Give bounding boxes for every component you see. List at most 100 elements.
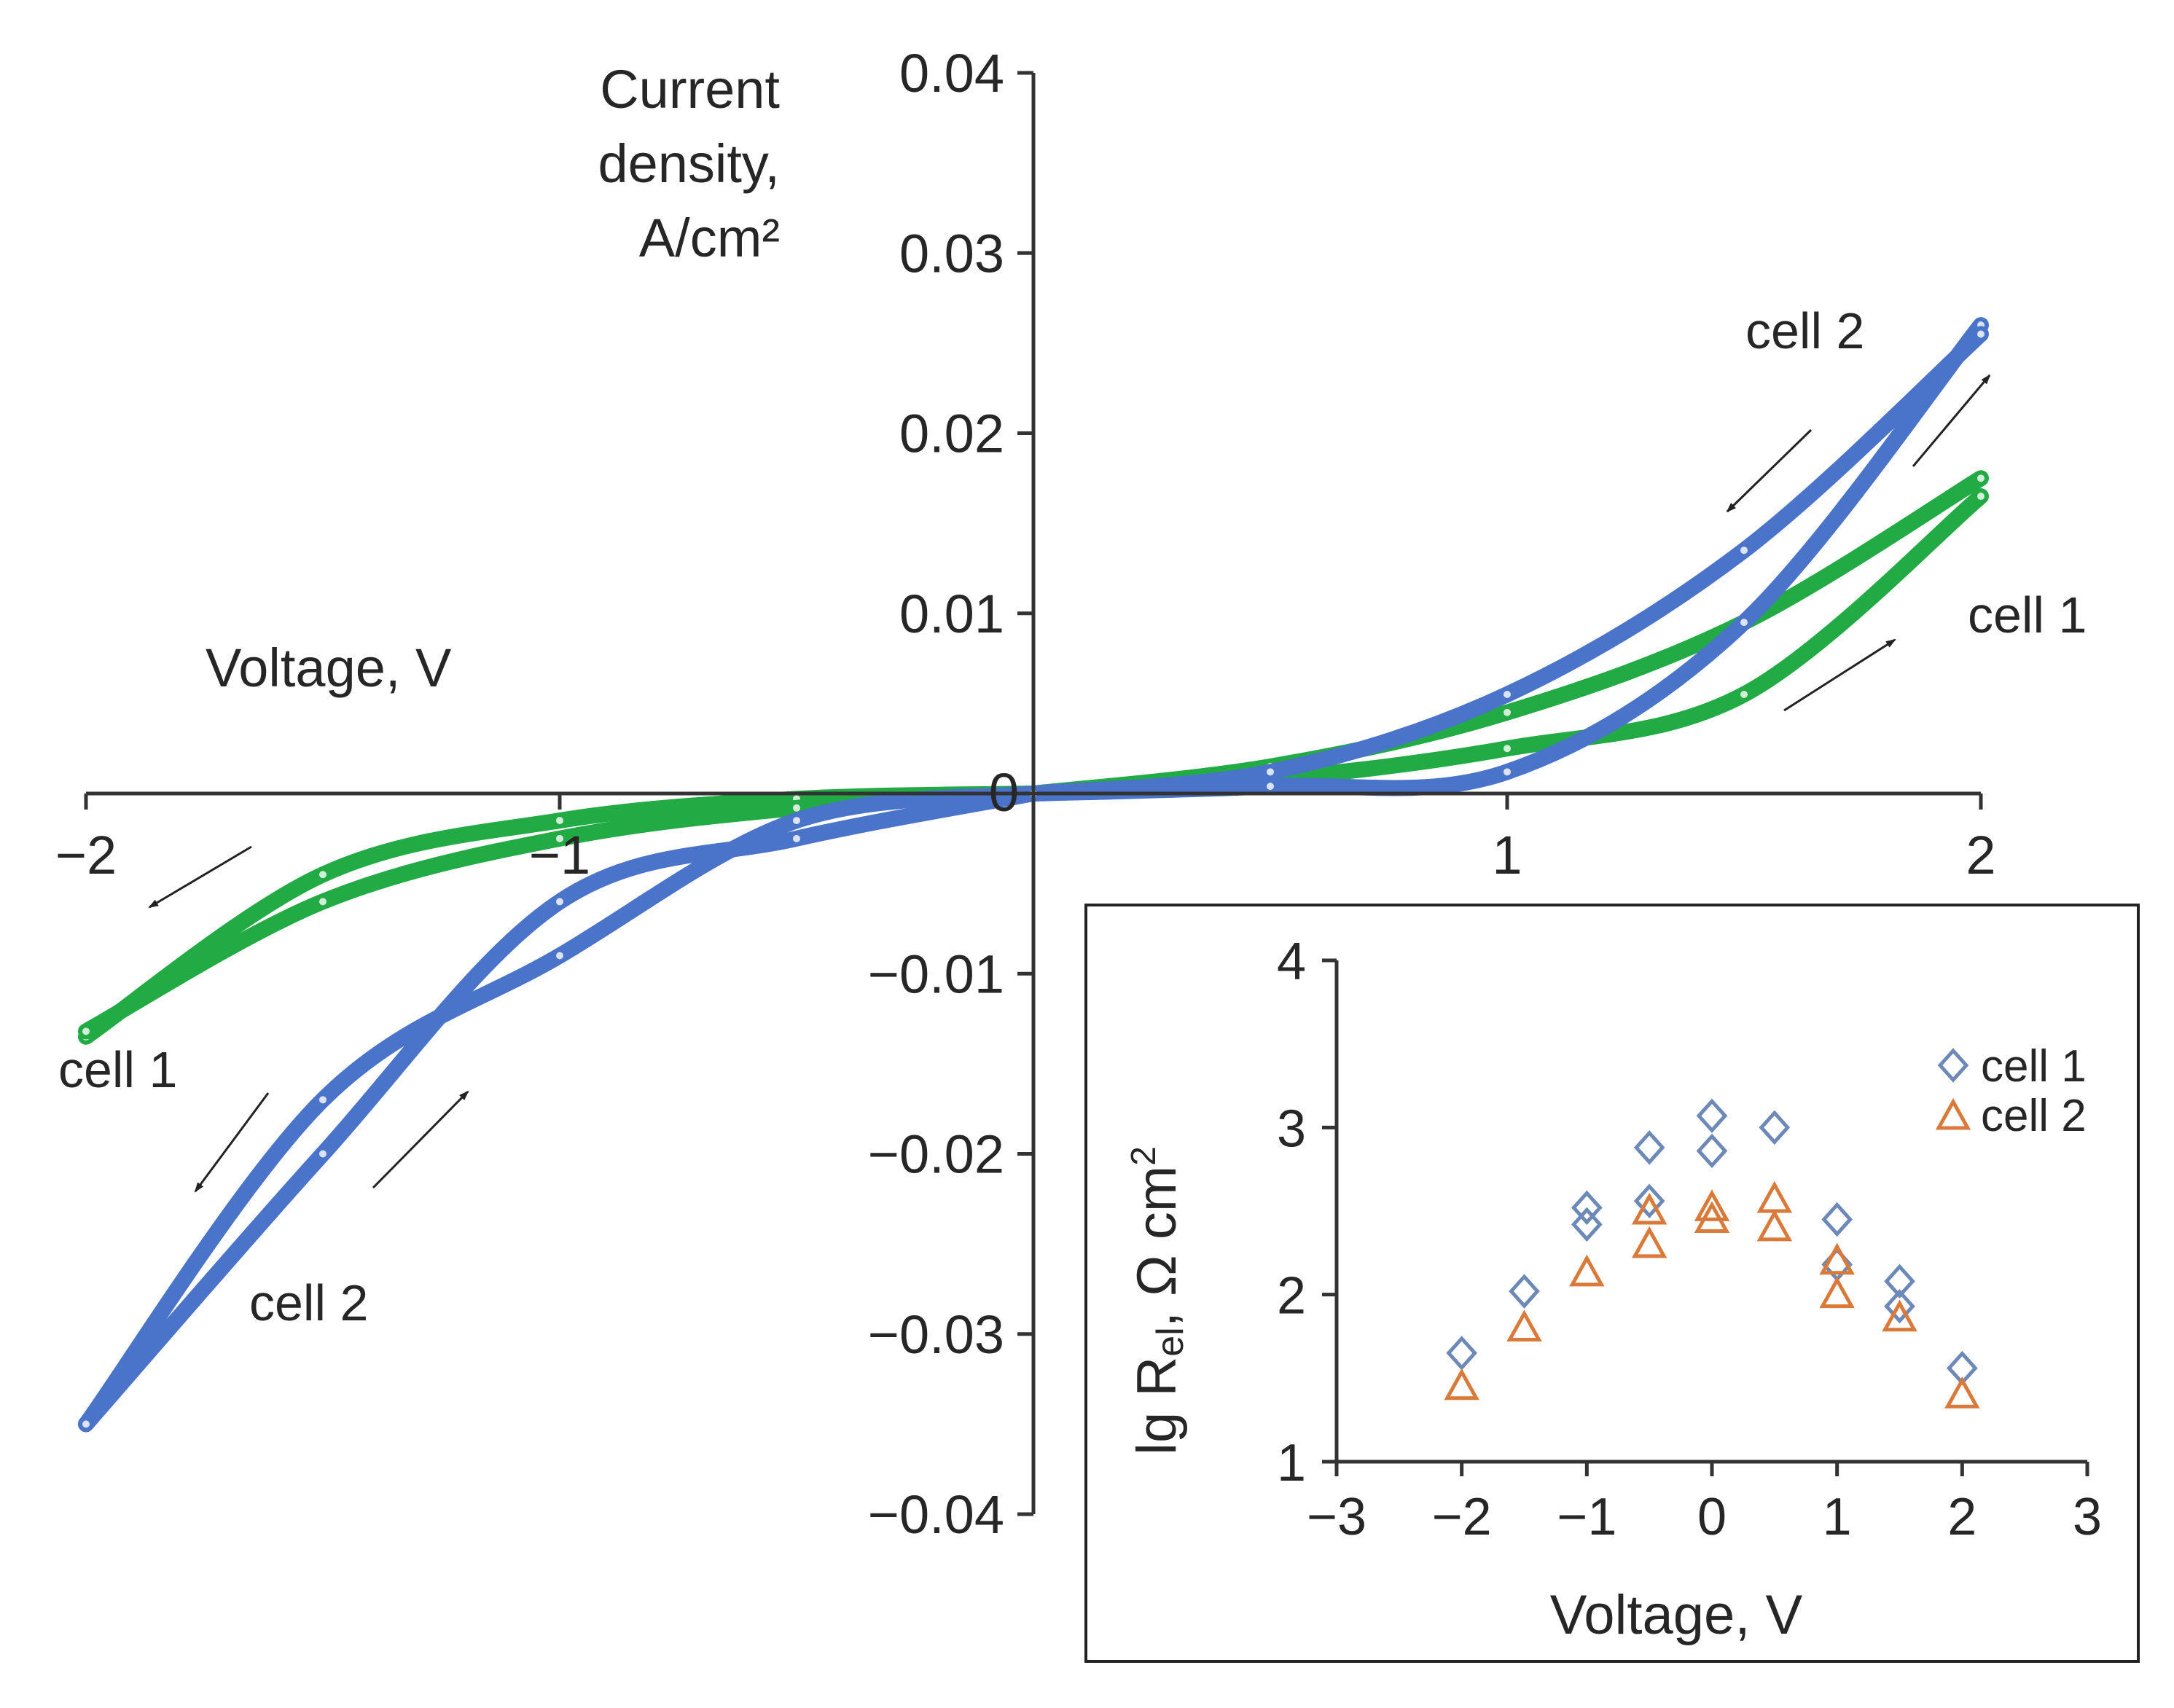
- iv-data-point: [793, 804, 800, 812]
- legend-cell2-label: cell 2: [1981, 1091, 2087, 1141]
- iv-data-point: [1977, 330, 1985, 338]
- inset-x-tick-label: 3: [2073, 1488, 2102, 1546]
- inset-y-label-main: lg R: [1126, 1357, 1188, 1455]
- inset-x-tick-label: −3: [1307, 1488, 1366, 1546]
- inset-y-tick-label: 4: [1277, 933, 1306, 991]
- main-x-label: Voltage, V: [206, 638, 452, 698]
- annotation-cell2-negative: cell 2: [249, 1274, 368, 1331]
- annotation-cell1-negative: cell 1: [58, 1041, 177, 1098]
- cell2-point: [1819, 1276, 1855, 1309]
- iv-data-point: [1740, 691, 1748, 699]
- iv-data-point: [319, 898, 327, 906]
- iv-data-point: [1504, 768, 1511, 776]
- cell2-point: [1444, 1368, 1479, 1401]
- iv-data-point: [793, 834, 800, 842]
- iv-data-point: [319, 1096, 327, 1104]
- annotation-cell1-positive: cell 1: [1968, 587, 2087, 643]
- cell1-point: [1821, 1202, 1853, 1237]
- inset-y-label-superscript: 2: [1125, 1146, 1163, 1166]
- arrow-cell2-forward-negative: [372, 1090, 469, 1189]
- cell2-point: [1882, 1299, 1917, 1332]
- inset-x-label: Voltage, V: [1550, 1584, 1803, 1646]
- main-curves: [78, 317, 1989, 1433]
- cell2-point: [1694, 1189, 1730, 1221]
- cell1-point: [1884, 1288, 1915, 1324]
- iv-data-point: [556, 898, 563, 906]
- cell2-point: [1506, 1309, 1542, 1342]
- inset-y-tick-label: 2: [1277, 1267, 1306, 1325]
- main-x-tick-label: 0: [989, 762, 1019, 823]
- annotation-cell2-positive: cell 2: [1745, 302, 1864, 359]
- iv-data-point: [556, 952, 563, 960]
- arrow-cell1-reverse-negative: [148, 845, 252, 909]
- main-ticks: −2 −1 0 1 2 0.04 0.03 0.02 0.01 −0.01 −0.02 −0.03 −0…: [55, 43, 1996, 1545]
- iv-data-point: [319, 1150, 327, 1158]
- main-x-tick-label: 2: [1966, 825, 1995, 885]
- main-y-tick-label: 0.04: [899, 43, 1004, 103]
- legend-cell1-label: cell 1: [1981, 1041, 2087, 1092]
- legend-cell2-marker: [1935, 1097, 1971, 1130]
- cell1-point: [1696, 1133, 1728, 1169]
- inset-legend: cell 1 cell 2: [1935, 1041, 2087, 1141]
- iv-data-point: [1977, 493, 1985, 501]
- arrow-cell2-reverse-positive: [1726, 428, 1813, 513]
- cell1-point: [1571, 1190, 1603, 1226]
- main-x-tick-label: −2: [55, 825, 117, 885]
- main-x-tick-label: 1: [1492, 825, 1522, 885]
- main-y-tick-label: 0.01: [899, 584, 1004, 644]
- cell2-point: [1569, 1254, 1605, 1287]
- main-y-tick-label: 0.02: [899, 404, 1004, 464]
- cell1-point: [1446, 1336, 1478, 1371]
- cell2-point: [1631, 1192, 1667, 1225]
- inset-points: [1444, 1098, 1980, 1409]
- main-chart: −2 −1 0 1 2 0.04 0.03 0.02 0.01 −0.01 −0.02 −0.03 −0…: [55, 43, 2087, 1545]
- arrow-cell2-reverse-negative: [194, 1092, 270, 1193]
- iv-data-point: [556, 817, 563, 825]
- cell1-point: [1633, 1183, 1665, 1218]
- inset-x-tick-label: −2: [1432, 1488, 1492, 1546]
- iv-data-point: [1504, 708, 1511, 716]
- iv-data-point: [1740, 547, 1748, 555]
- inset-y-tick-label: 3: [1277, 1100, 1306, 1158]
- main-y-tick-label: 0.03: [899, 223, 1004, 283]
- iv-data-point: [319, 871, 327, 879]
- cell2-point: [1944, 1376, 1980, 1409]
- main-y-label-line-2: density,: [598, 133, 780, 194]
- inset-y-label: lg Rel, Ω cm2: [1125, 1146, 1192, 1455]
- main-y-tick-label: −0.04: [868, 1484, 1004, 1545]
- cell2-point: [1756, 1209, 1793, 1242]
- inset-y-label-subscript: el: [1149, 1327, 1192, 1356]
- cell2-iv-branch-3: [78, 786, 1041, 1433]
- main-y-tick-label: −0.01: [868, 944, 1004, 1004]
- cell2-iv-branch-1: [1025, 326, 1989, 802]
- arrow-cell1-forward-positive: [1783, 638, 1896, 712]
- iv-data-point: [82, 1420, 90, 1428]
- inset-x-tick-label: 0: [1697, 1488, 1727, 1546]
- iv-data-point: [1740, 619, 1748, 627]
- iv-data-point: [1504, 745, 1511, 753]
- cell1-point: [1696, 1098, 1728, 1134]
- inset-y-label-unit: , Ω cm: [1126, 1166, 1188, 1327]
- main-x-tick-label: −1: [529, 825, 590, 885]
- inset-frame: [1084, 904, 2140, 1663]
- inset-x-tick-label: 1: [1823, 1488, 1852, 1546]
- main-y-label-line-3: A/cm²: [639, 208, 780, 268]
- iv-data-point: [793, 817, 800, 825]
- cell1-point: [1571, 1207, 1603, 1242]
- iv-data-point: [1267, 768, 1274, 776]
- iv-data-point: [1977, 474, 1985, 482]
- cell2-point: [1694, 1201, 1730, 1233]
- cell1-point: [1884, 1264, 1915, 1299]
- main-y-tick-label: −0.03: [868, 1304, 1004, 1365]
- cell1-point: [1759, 1110, 1791, 1145]
- inset-x-tick-label: 2: [1947, 1488, 1976, 1546]
- inset-x-tick-label: −1: [1557, 1488, 1616, 1546]
- iv-data-point: [1267, 783, 1274, 791]
- cell2-point: [1819, 1242, 1855, 1275]
- iv-data-point: [82, 1027, 90, 1035]
- cell1-point: [1633, 1130, 1665, 1165]
- legend-cell1-marker: [1937, 1048, 1969, 1083]
- inset-ticks: −3 −2 −1 0 1 2 3 1 2 3 4: [1277, 933, 2102, 1546]
- iv-data-point: [556, 834, 563, 842]
